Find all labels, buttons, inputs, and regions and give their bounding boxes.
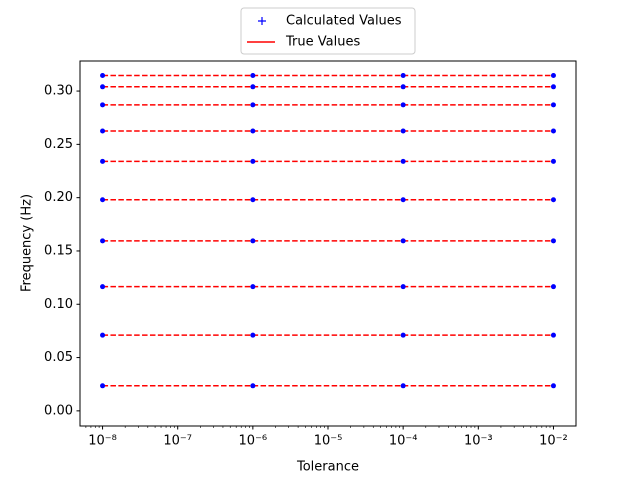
calculated-point <box>100 383 106 389</box>
calculated-point <box>400 84 406 90</box>
calculated-point <box>550 197 556 203</box>
calculated-point <box>400 197 406 203</box>
calculated-point <box>100 332 106 338</box>
calculated-point <box>100 158 106 164</box>
calculated-point <box>100 72 106 78</box>
x-tick-label: 10⁻⁶ <box>239 434 268 449</box>
x-tick-label: 10⁻⁸ <box>88 434 117 449</box>
y-tick-label: 0.05 <box>44 350 73 365</box>
y-tick-label: 0.25 <box>44 137 73 152</box>
legend-box <box>240 7 416 55</box>
legend-label: True Values <box>285 35 360 50</box>
calculated-point <box>250 332 256 338</box>
calculated-point <box>250 238 256 244</box>
calculated-point <box>550 84 556 90</box>
x-tick-label: 10⁻⁷ <box>163 434 192 449</box>
y-tick-label: 0.20 <box>44 190 73 205</box>
calculated-point <box>550 238 556 244</box>
calculated-point <box>400 332 406 338</box>
calculated-point <box>250 383 256 389</box>
calculated-point <box>550 332 556 338</box>
legend-marker <box>258 17 266 25</box>
calculated-point <box>550 383 556 389</box>
x-tick-label: 10⁻² <box>539 434 568 449</box>
calculated-point <box>250 128 256 134</box>
calculated-point <box>550 128 556 134</box>
calculated-point <box>400 128 406 134</box>
calculated-point <box>400 158 406 164</box>
calculated-point <box>400 284 406 290</box>
calculated-point <box>100 238 106 244</box>
plot-frame <box>79 60 577 427</box>
calculated-point <box>250 197 256 203</box>
calculated-point <box>100 128 106 134</box>
calculated-point <box>550 158 556 164</box>
calculated-point <box>250 158 256 164</box>
x-axis-label: Tolerance <box>296 460 359 475</box>
calculated-point <box>550 72 556 78</box>
x-tick-label: 10⁻³ <box>464 434 493 449</box>
calculated-point <box>100 102 106 108</box>
calculated-point <box>550 284 556 290</box>
calculated-point <box>400 72 406 78</box>
legend-label: Calculated Values <box>286 14 402 29</box>
calculated-point <box>250 284 256 290</box>
x-tick-label: 10⁻⁵ <box>314 434 343 449</box>
calculated-point <box>100 84 106 90</box>
calculated-point <box>550 102 556 108</box>
calculated-point <box>100 197 106 203</box>
calculated-point <box>400 238 406 244</box>
calculated-point <box>250 102 256 108</box>
calculated-point <box>100 284 106 290</box>
calculated-point <box>250 84 256 90</box>
y-tick-label: 0.10 <box>44 297 73 312</box>
calculated-point <box>250 72 256 78</box>
y-tick-label: 0.00 <box>44 403 73 418</box>
calculated-point <box>400 383 406 389</box>
y-axis-label: Frequency (Hz) <box>20 194 35 292</box>
calculated-point <box>400 102 406 108</box>
x-tick-label: 10⁻⁴ <box>389 434 418 449</box>
y-tick-label: 0.30 <box>44 84 73 99</box>
y-tick-label: 0.15 <box>44 243 73 258</box>
